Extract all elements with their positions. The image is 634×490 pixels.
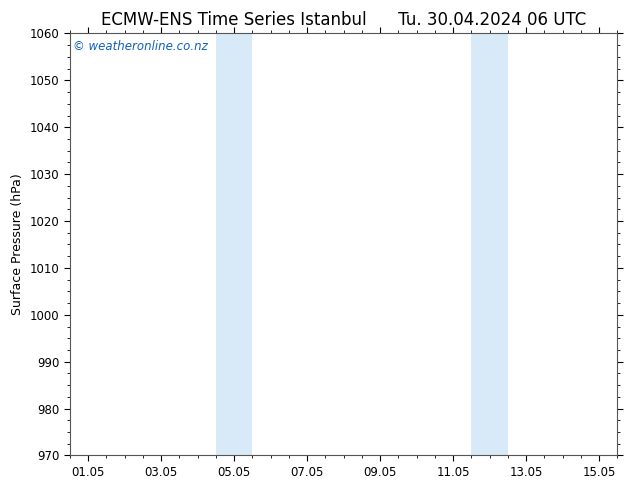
- Bar: [471, 33, 508, 456]
- Title: ECMW-ENS Time Series Istanbul      Tu. 30.04.2024 06 UTC: ECMW-ENS Time Series Istanbul Tu. 30.04.…: [101, 11, 586, 29]
- Bar: [216, 33, 252, 456]
- Y-axis label: Surface Pressure (hPa): Surface Pressure (hPa): [11, 173, 24, 316]
- Text: © weatheronline.co.nz: © weatheronline.co.nz: [72, 40, 207, 53]
